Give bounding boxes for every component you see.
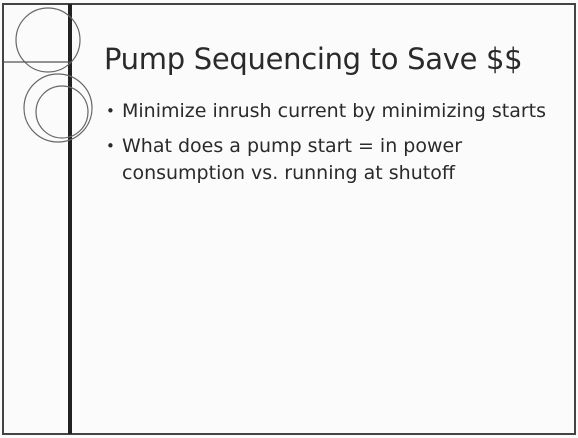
decor-circle: [24, 74, 92, 142]
bullet: Minimize inrush current by minimizing st…: [122, 98, 562, 125]
body: Pump Sequencing to Save $$ Minimize inru…: [0, 0, 578, 438]
bullet-list: Minimize inrush current by minimizing st…: [104, 98, 562, 195]
slide: Pump Sequencing to Save $$ Minimize inru…: [0, 0, 578, 438]
bullet: What does a pump start = in power consum…: [122, 133, 562, 187]
decor-circle: [36, 86, 88, 138]
page: {"slide": {"title": "Pump Sequencing to …: [0, 0, 578, 438]
slide-title: Pump Sequencing to Save $$: [104, 42, 522, 76]
